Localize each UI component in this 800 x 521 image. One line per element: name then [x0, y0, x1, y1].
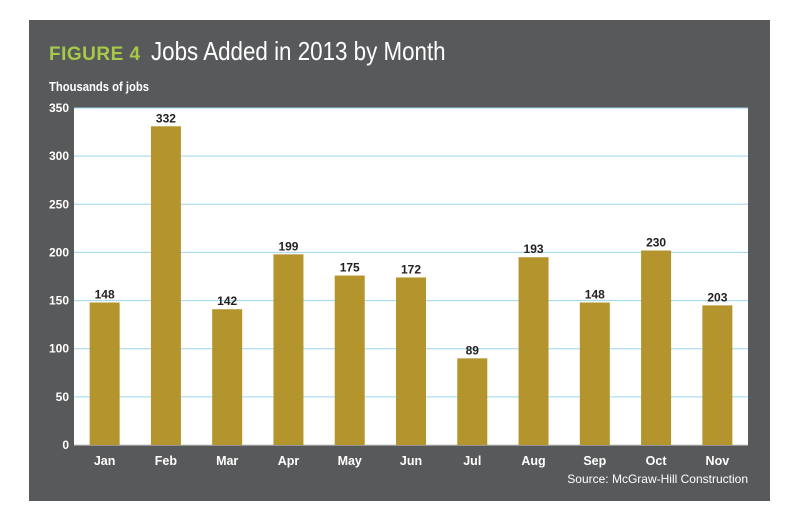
- x-tick-label-oct: Oct: [646, 454, 668, 468]
- y-tick-label: 300: [49, 149, 69, 163]
- bar-jul: [457, 358, 488, 445]
- x-tick-label-may: May: [338, 454, 362, 468]
- bar-apr: [273, 254, 304, 445]
- x-tick-label-sep: Sep: [583, 454, 606, 468]
- x-tick-label-apr: Apr: [278, 454, 300, 468]
- x-tick-label-nov: Nov: [706, 454, 730, 468]
- bar-feb: [150, 126, 181, 446]
- data-label-jan: 148: [95, 287, 115, 301]
- chart-panel: FIGURE 4 Jobs Added in 2013 by Month Tho…: [29, 20, 770, 501]
- data-label-oct: 230: [646, 236, 666, 250]
- chart-title: Jobs Added in 2013 by Month: [150, 36, 446, 66]
- title-row: FIGURE 4 Jobs Added in 2013 by Month: [49, 36, 493, 76]
- y-axis-label: Thousands of jobs: [49, 80, 149, 94]
- bar-jan: [89, 302, 120, 445]
- bar-oct: [641, 250, 672, 445]
- y-tick-label: 350: [49, 101, 69, 115]
- y-tick-label: 200: [49, 245, 69, 259]
- x-tick-label-mar: Mar: [216, 454, 238, 468]
- x-tick-label-jan: Jan: [94, 454, 116, 468]
- x-tick-label-jul: Jul: [463, 454, 481, 468]
- bar-jun: [396, 277, 426, 445]
- data-label-apr: 199: [278, 239, 298, 253]
- bar-sep: [579, 302, 610, 445]
- data-label-jun: 172: [401, 262, 421, 276]
- data-label-aug: 193: [524, 242, 544, 256]
- y-tick-label: 250: [49, 197, 69, 211]
- x-tick-label-jun: Jun: [400, 454, 422, 468]
- y-tick-label: 150: [49, 294, 69, 308]
- y-tick-label: 50: [56, 390, 70, 404]
- data-label-nov: 203: [707, 290, 727, 304]
- bar-mar: [212, 309, 243, 445]
- figure-label: FIGURE 4: [49, 44, 141, 65]
- data-label-sep: 148: [585, 287, 605, 301]
- x-tick-label-feb: Feb: [155, 454, 178, 468]
- bar-chart: 0 50 100 150 200 250 300 350 148 Jan 332 Feb 142 Mar 1…: [49, 101, 748, 468]
- y-tick-label: 100: [49, 342, 69, 356]
- bar-aug: [518, 257, 549, 445]
- data-label-may: 175: [340, 261, 360, 275]
- source-note: Source: McGraw-Hill Construction: [567, 472, 748, 486]
- bar-may: [334, 275, 365, 445]
- y-tick-label: 0: [62, 438, 69, 452]
- x-tick-label-aug: Aug: [521, 454, 545, 468]
- bar-nov: [702, 305, 733, 445]
- data-label-mar: 142: [217, 294, 237, 308]
- data-label-jul: 89: [466, 343, 480, 357]
- data-label-feb: 332: [156, 111, 176, 125]
